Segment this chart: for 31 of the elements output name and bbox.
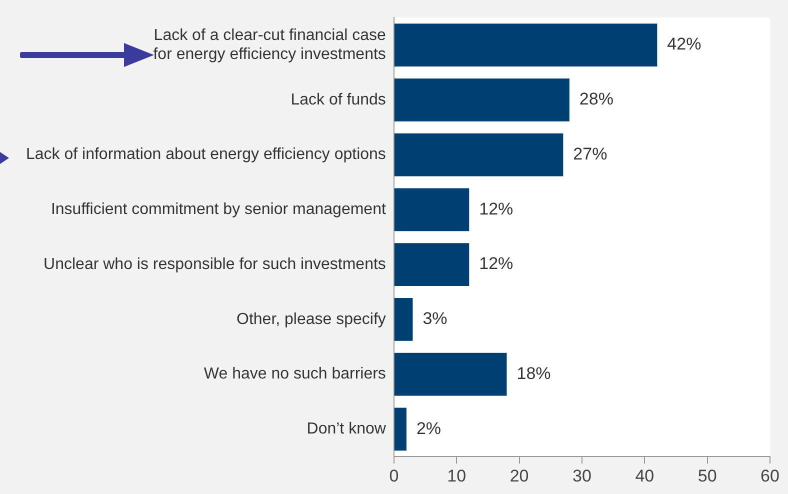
x-tick-label: 0 xyxy=(389,466,399,486)
x-tick-label: 60 xyxy=(760,466,780,486)
data-label: 27% xyxy=(573,144,608,164)
bar xyxy=(394,352,507,396)
y-tick-label: Don’t know xyxy=(306,420,386,438)
bar xyxy=(394,188,470,232)
bar xyxy=(394,408,406,451)
x-tick-label: 40 xyxy=(635,466,654,486)
y-tick-label: Lack of funds xyxy=(290,91,386,108)
data-label: 12% xyxy=(479,199,514,218)
y-tick-label: Lack of a clear-cut financial case for energy efficiency investments xyxy=(153,26,386,64)
data-label: 18% xyxy=(516,364,551,383)
y-tick-label: Other, please specify xyxy=(236,310,386,328)
data-label: 3% xyxy=(422,309,448,328)
data-label: 28% xyxy=(579,90,614,109)
bar xyxy=(394,243,470,286)
x-tick-label: 10 xyxy=(447,466,466,486)
data-label: 42% xyxy=(667,34,702,54)
bar xyxy=(394,133,564,176)
y-tick-label: Insufficient commitment by senior management xyxy=(50,201,386,218)
x-tick-label: 50 xyxy=(698,466,717,486)
bar xyxy=(394,78,570,122)
bar xyxy=(394,298,413,341)
y-tick-label: Unclear who is responsible for such investments xyxy=(44,256,386,273)
data-label: 2% xyxy=(416,418,442,438)
bar xyxy=(394,24,658,66)
data-label: 12% xyxy=(479,254,514,274)
y-tick-label: We have no such barriers xyxy=(204,366,386,383)
x-tick-label: 30 xyxy=(572,466,592,486)
y-tick-label: Lack of information about energy efficiency options xyxy=(26,146,386,164)
x-tick-label: 20 xyxy=(510,466,529,486)
